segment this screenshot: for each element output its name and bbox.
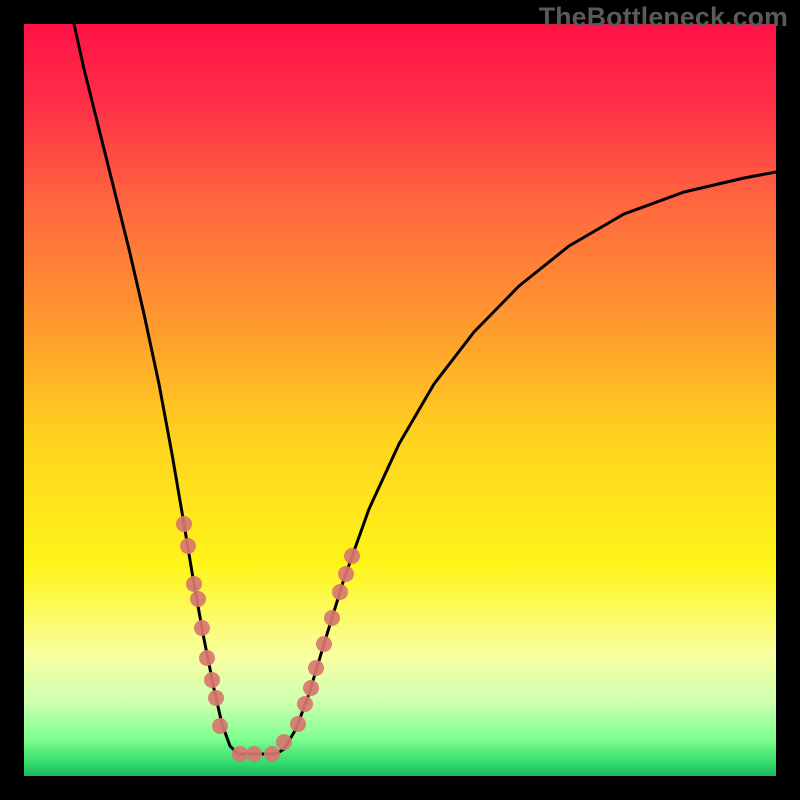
- watermark-text: TheBottleneck.com: [539, 2, 788, 33]
- gradient-background: [24, 24, 776, 776]
- chart-stage: TheBottleneck.com: [0, 0, 800, 800]
